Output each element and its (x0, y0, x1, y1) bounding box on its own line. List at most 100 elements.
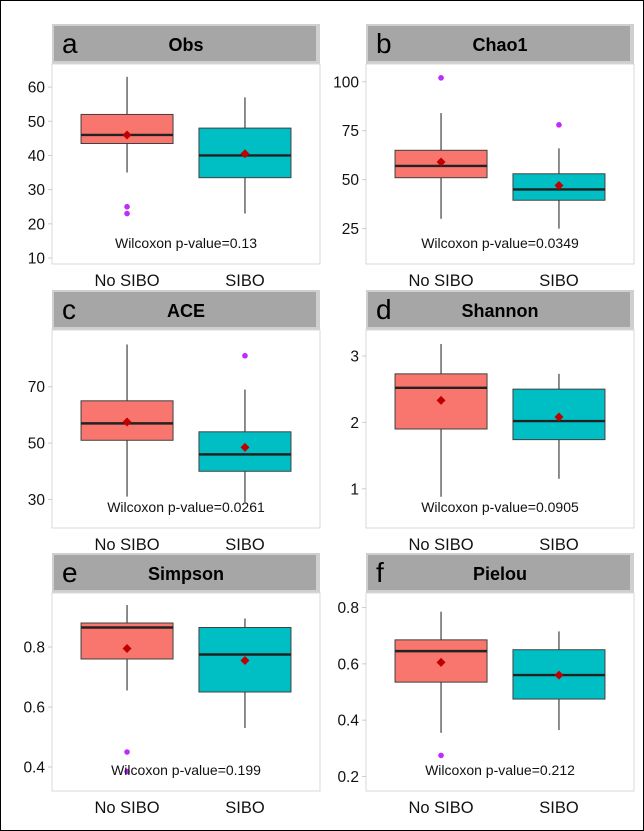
y-tick-label: 50 (28, 436, 46, 453)
mean-marker (554, 181, 564, 191)
panel-b: b Chao1 25 50 75 100 No SIBO SIBO Wilcoxon p-val… (333, 24, 635, 290)
y-tick-label: 0.4 (23, 760, 45, 777)
y-tick-label: 10 (28, 251, 46, 268)
box-no-sibo (394, 343, 488, 497)
x-category-label: SIBO (225, 536, 265, 554)
panel-strip (54, 555, 316, 590)
box-sibo (512, 122, 606, 229)
mean-marker (240, 149, 250, 159)
box-sibo (198, 352, 292, 503)
panel-title: Shannon (462, 301, 539, 321)
panel-strip (368, 26, 630, 61)
panel-grid: a Obs 10 20 30 40 50 60 No SIBO SIBO Wilcoxon p-va… (23, 24, 635, 817)
panel-title: ACE (167, 301, 205, 321)
panel-d: d Shannon 1 2 3 No SIBO SIBO Wilcoxon p-value=0… (350, 290, 635, 554)
wilcoxon-annotation: Wilcoxon p-value=0.0261 (107, 499, 265, 515)
y-tick-label: 0.8 (337, 600, 359, 617)
mean-marker (554, 412, 564, 422)
x-category-label: No SIBO (94, 799, 159, 817)
box-no-sibo (394, 75, 488, 219)
x-category-label: No SIBO (94, 272, 159, 290)
panel-letter: b (376, 28, 392, 59)
x-category-label: No SIBO (408, 799, 473, 817)
panel-title: Simpson (148, 564, 224, 584)
outlier-point (124, 768, 130, 775)
y-tick-label: 50 (28, 114, 46, 131)
panel-letter: a (62, 28, 78, 59)
y-tick-label: 1 (350, 481, 359, 498)
outlier-point (438, 752, 444, 759)
y-tick-label: 0.2 (337, 769, 359, 786)
box-no-sibo (80, 344, 174, 497)
outlier-point (556, 122, 562, 128)
mean-marker (436, 657, 446, 667)
panel-letter: c (62, 294, 76, 325)
box-no-sibo (80, 76, 174, 217)
y-tick-label: 75 (342, 123, 359, 140)
y-tick-label: 0.6 (337, 656, 359, 673)
y-tick-label: 40 (28, 148, 46, 165)
y-tick-label: 30 (28, 182, 46, 199)
outlier-point (124, 203, 130, 210)
y-tick-label: 100 (333, 74, 359, 91)
wilcoxon-annotation: Wilcoxon p-value=0.199 (111, 762, 261, 778)
mean-marker (240, 656, 250, 665)
y-tick-label: 0.6 (23, 700, 45, 717)
box-sibo (198, 618, 292, 728)
box-sibo (512, 631, 606, 731)
iqr-box (512, 173, 606, 201)
panel-c: c ACE 30 50 70 No SIBO SIBO Wilcoxon p-value=0.… (28, 290, 321, 554)
y-tick-label: 0.4 (337, 713, 359, 730)
box-no-sibo (394, 611, 488, 759)
panel-letter: e (62, 557, 78, 588)
panel-strip (54, 292, 316, 327)
wilcoxon-annotation: Wilcoxon p-value=0.0349 (421, 235, 579, 251)
mean-marker (122, 417, 132, 427)
y-tick-label: 60 (28, 80, 46, 97)
outlier-point (438, 75, 444, 81)
y-tick-label: 20 (28, 216, 46, 233)
x-category-label: No SIBO (408, 536, 473, 554)
y-tick-label: 70 (28, 379, 46, 396)
outlier-point (242, 352, 248, 359)
box-sibo (512, 373, 606, 479)
panel-letter: f (376, 557, 384, 588)
wilcoxon-annotation: Wilcoxon p-value=0.212 (425, 762, 575, 778)
x-category-label: No SIBO (408, 272, 473, 290)
x-category-label: SIBO (225, 799, 265, 817)
y-tick-label: 25 (342, 221, 359, 238)
outlier-point (124, 749, 130, 755)
x-category-label: No SIBO (94, 536, 159, 554)
mean-marker (122, 644, 132, 653)
outlier-point (124, 210, 130, 217)
y-tick-label: 3 (350, 348, 359, 365)
panel-letter: d (376, 294, 392, 325)
x-category-label: SIBO (539, 536, 579, 554)
y-tick-label: 0.8 (23, 640, 45, 657)
y-tick-label: 50 (342, 172, 360, 189)
y-tick-label: 2 (350, 415, 359, 432)
x-category-label: SIBO (539, 799, 579, 817)
mean-marker (436, 157, 446, 167)
y-tick-label: 30 (28, 492, 46, 509)
panel-a: a Obs 10 20 30 40 50 60 No SIBO SIBO Wilcoxon p-va… (28, 24, 321, 290)
mean-marker (240, 442, 250, 452)
panel-title: Pielou (473, 564, 527, 584)
wilcoxon-annotation: Wilcoxon p-value=0.0905 (421, 499, 579, 515)
box-sibo (198, 97, 292, 214)
mean-marker (436, 395, 446, 405)
panel-title: Obs (168, 35, 203, 55)
mean-marker (554, 670, 564, 680)
mean-marker (122, 130, 132, 140)
panel-e: e Simpson 0.4 0.6 0.8 No SIBO SIBO Wilcoxon p-v… (23, 553, 321, 817)
panel-f: f Pielou 0.2 0.4 0.6 0.8 No SIBO SIBO Wilcoxon p… (337, 553, 635, 817)
panel-strip (54, 26, 316, 61)
box-no-sibo (80, 605, 174, 775)
x-category-label: SIBO (225, 272, 265, 290)
x-category-label: SIBO (539, 272, 579, 290)
panel-title: Chao1 (472, 35, 527, 55)
panel-strip (368, 555, 630, 590)
wilcoxon-annotation: Wilcoxon p-value=0.13 (115, 235, 257, 251)
